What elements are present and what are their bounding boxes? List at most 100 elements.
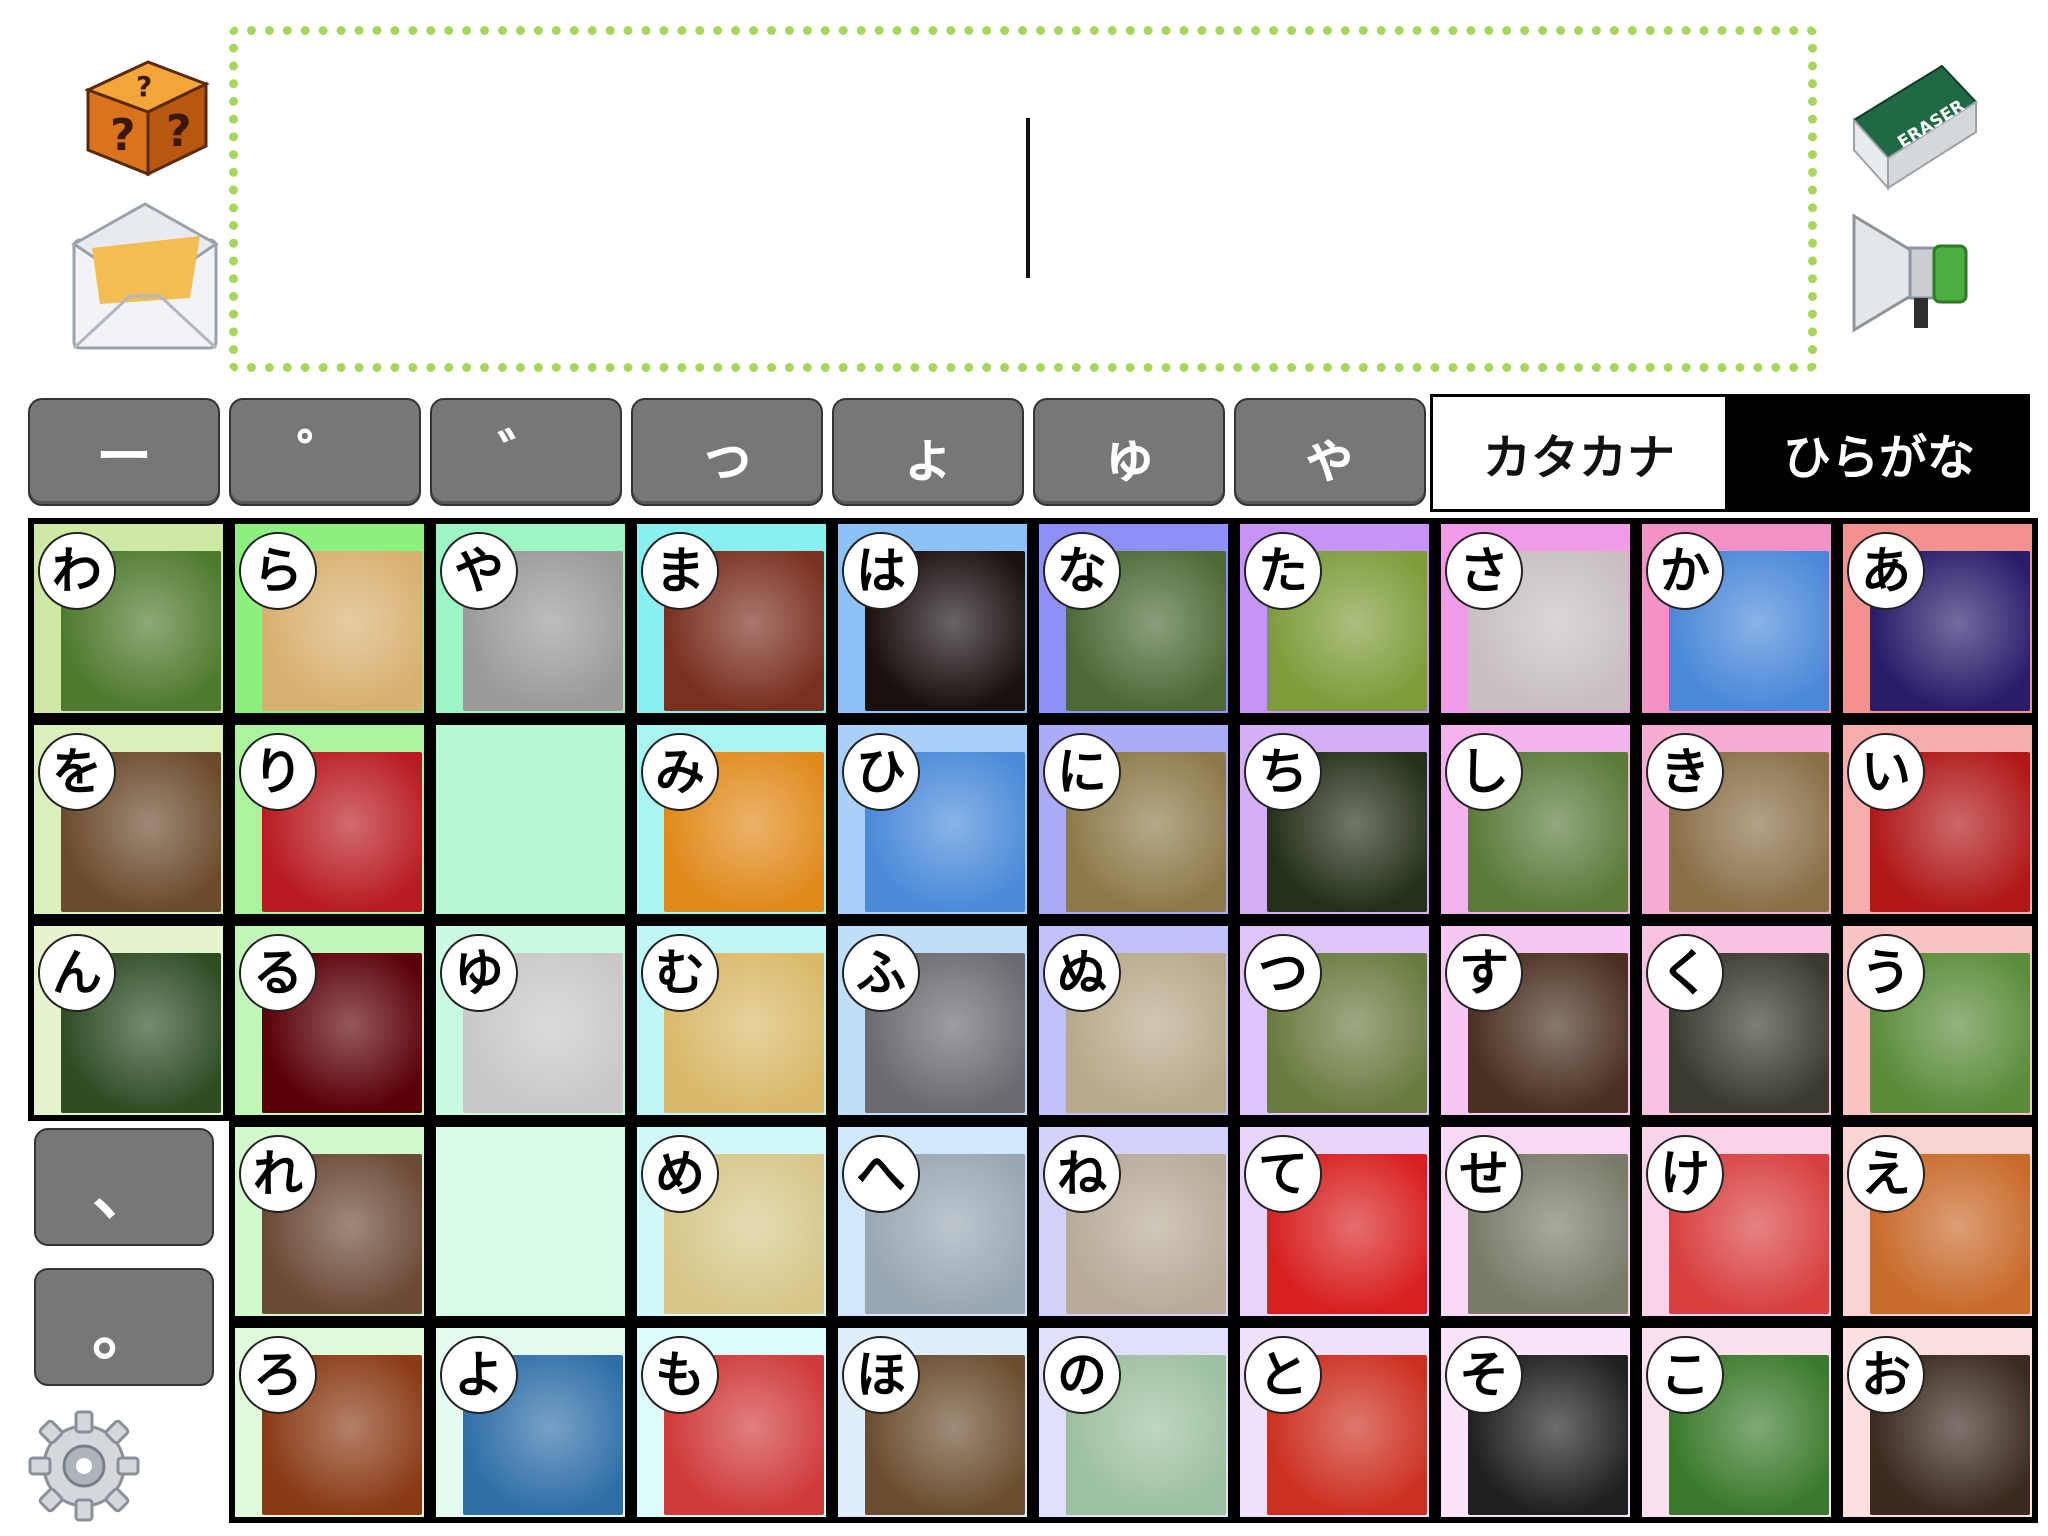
kana-label: ふ	[842, 934, 920, 1012]
kana-key-o[interactable]: お	[1837, 1322, 2038, 1523]
svg-text:?: ?	[166, 106, 192, 157]
kana-label: ひ	[842, 733, 920, 811]
kana-label: と	[1244, 1336, 1322, 1414]
kana-key-ho[interactable]: ほ	[832, 1322, 1033, 1523]
kana-key-yo[interactable]: よ	[430, 1322, 631, 1523]
kana-key-ha[interactable]: は	[832, 518, 1033, 719]
kana-key-to[interactable]: と	[1234, 1322, 1435, 1523]
eraser-icon: ERASER	[1852, 64, 1978, 191]
eraser-button[interactable]: ERASER	[1846, 50, 1986, 191]
kana-key-ke[interactable]: け	[1636, 1121, 1837, 1322]
kana-key-ro[interactable]: ろ	[229, 1322, 430, 1523]
kana-key-se[interactable]: せ	[1435, 1121, 1636, 1322]
kana-key-te[interactable]: て	[1234, 1121, 1435, 1322]
kana-label: み	[641, 733, 719, 811]
kana-key-n[interactable]: ん	[28, 920, 229, 1121]
modifier-long-vowel-button[interactable]: ー	[28, 398, 220, 506]
kana-key-fu[interactable]: ふ	[832, 920, 1033, 1121]
kana-key-mo[interactable]: も	[631, 1322, 832, 1523]
kana-key-mu[interactable]: む	[631, 920, 832, 1121]
gear-icon	[28, 1410, 140, 1522]
kana-label: て	[1244, 1135, 1322, 1213]
modifier-small-tsu-button[interactable]: っ	[631, 398, 823, 506]
kana-key-su[interactable]: す	[1435, 920, 1636, 1121]
kana-key-ru[interactable]: る	[229, 920, 430, 1121]
modifier-small-ya-button[interactable]: ゃ	[1234, 398, 1426, 506]
kana-key-so[interactable]: そ	[1435, 1322, 1636, 1523]
katakana-mode-button[interactable]: カタカナ	[1430, 394, 1728, 512]
text-input-area[interactable]	[229, 26, 1817, 372]
kana-label: ほ	[842, 1336, 920, 1414]
kana-label: へ	[842, 1135, 920, 1213]
kana-key-mi[interactable]: み	[631, 719, 832, 920]
kana-label: う	[1847, 934, 1925, 1012]
modifier-handakuten-button[interactable]: ゜	[229, 398, 421, 506]
random-question-button[interactable]: ? ? ?	[78, 50, 212, 178]
kana-key-ra[interactable]: ら	[229, 518, 430, 719]
kana-label: け	[1646, 1135, 1724, 1213]
kana-label: お	[1847, 1336, 1925, 1414]
kana-label: の	[1043, 1336, 1121, 1414]
kana-label: に	[1043, 733, 1121, 811]
kana-key-tsu[interactable]: つ	[1234, 920, 1435, 1121]
kana-label: り	[239, 733, 317, 811]
kana-key-e[interactable]: え	[1837, 1121, 2038, 1322]
modifier-small-yo-button[interactable]: ょ	[832, 398, 1024, 506]
modifier-dakuten-button[interactable]: ゛	[430, 398, 622, 506]
question-block-icon: ? ? ?	[84, 60, 210, 177]
kana-key-ki[interactable]: き	[1636, 719, 1837, 920]
kana-label: ら	[239, 532, 317, 610]
kana-label: せ	[1445, 1135, 1523, 1213]
kana-label: ね	[1043, 1135, 1121, 1213]
kana-label: き	[1646, 733, 1724, 811]
speak-button[interactable]	[1850, 210, 1970, 336]
modifier-small-yu-button[interactable]: ゅ	[1033, 398, 1225, 506]
kana-label: ぬ	[1043, 934, 1121, 1012]
kana-key-a[interactable]: あ	[1837, 518, 2038, 719]
kana-key-hi[interactable]: ひ	[832, 719, 1033, 920]
kana-key-wa[interactable]: わ	[28, 518, 229, 719]
kana-key-ko[interactable]: こ	[1636, 1322, 1837, 1523]
hiragana-mode-button[interactable]: ひらがな	[1728, 394, 2030, 512]
kana-key-shi[interactable]: し	[1435, 719, 1636, 920]
settings-button[interactable]	[26, 1408, 142, 1524]
kana-key-ta[interactable]: た	[1234, 518, 1435, 719]
kana-key-ni[interactable]: に	[1033, 719, 1234, 920]
kana-label: く	[1646, 934, 1724, 1012]
kana-key-ka[interactable]: か	[1636, 518, 1837, 719]
kana-key-u[interactable]: う	[1837, 920, 2038, 1121]
kana-label: よ	[440, 1336, 518, 1414]
text-caret	[1026, 118, 1030, 278]
kana-label: か	[1646, 532, 1724, 610]
kana-label: や	[440, 532, 518, 610]
kana-key-ya[interactable]: や	[430, 518, 631, 719]
kana-key-yu[interactable]: ゆ	[430, 920, 631, 1121]
kana-key-na[interactable]: な	[1033, 518, 1234, 719]
kana-label: つ	[1244, 934, 1322, 1012]
kana-label: ゆ	[440, 934, 518, 1012]
kana-label: な	[1043, 532, 1121, 610]
kana-key-ma[interactable]: ま	[631, 518, 832, 719]
kana-key-ne[interactable]: ね	[1033, 1121, 1234, 1322]
kana-key-nu[interactable]: ぬ	[1033, 920, 1234, 1121]
kana-key-re[interactable]: れ	[229, 1121, 430, 1322]
kana-label: い	[1847, 733, 1925, 811]
kana-key-me[interactable]: め	[631, 1121, 832, 1322]
kana-key-i[interactable]: い	[1837, 719, 2038, 920]
kana-label: は	[842, 532, 920, 610]
comma-button[interactable]: 、	[34, 1128, 214, 1246]
kana-label: こ	[1646, 1336, 1724, 1414]
period-button[interactable]: 。	[34, 1268, 214, 1386]
kana-key-he[interactable]: へ	[832, 1121, 1033, 1322]
kana-key-no[interactable]: の	[1033, 1322, 1234, 1523]
kana-key-sa[interactable]: さ	[1435, 518, 1636, 719]
kana-label: え	[1847, 1135, 1925, 1213]
kana-label: さ	[1445, 532, 1523, 610]
mail-button[interactable]	[70, 200, 220, 352]
kana-key-chi[interactable]: ち	[1234, 719, 1435, 920]
kana-key-wo[interactable]: を	[28, 719, 229, 920]
kana-key-ri[interactable]: り	[229, 719, 430, 920]
kana-key-ku[interactable]: く	[1636, 920, 1837, 1121]
kana-label: め	[641, 1135, 719, 1213]
kana-label: あ	[1847, 532, 1925, 610]
